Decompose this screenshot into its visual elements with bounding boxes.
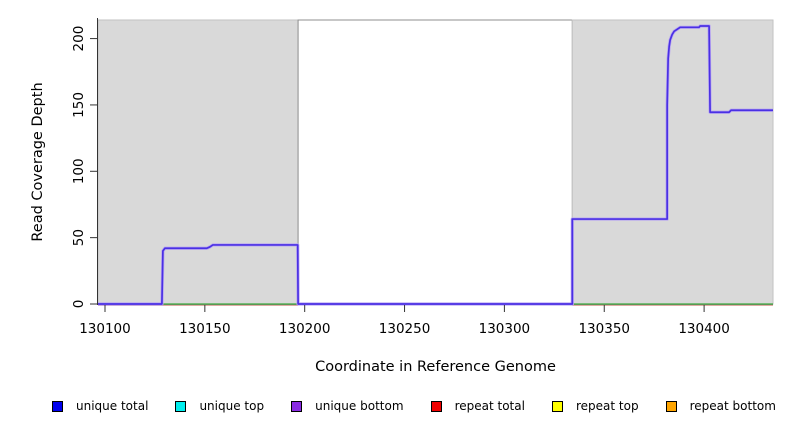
legend-label: repeat bottom bbox=[689, 399, 776, 413]
y-tick-label: 100 bbox=[71, 158, 87, 184]
y-tick-label: 200 bbox=[71, 26, 87, 52]
x-axis-title: Coordinate in Reference Genome bbox=[315, 359, 556, 375]
legend-swatch-repeat-bottom bbox=[665, 400, 677, 412]
legend-swatch-repeat-top bbox=[551, 400, 563, 412]
legend-item-repeat-top: repeat top bbox=[551, 399, 639, 413]
legend-label: unique bottom bbox=[315, 399, 404, 413]
plot-legend: unique total unique top unique bottom repea… bbox=[52, 399, 776, 413]
legend-item-repeat-total: repeat total bbox=[430, 399, 525, 413]
legend-label: repeat total bbox=[454, 399, 525, 413]
legend-swatch-unique-total bbox=[52, 400, 63, 412]
legend-swatch-unique-top bbox=[175, 400, 187, 412]
y-tick-label: 50 bbox=[71, 229, 87, 246]
x-tick-label: 130350 bbox=[578, 321, 630, 337]
legend-swatch-unique-bottom bbox=[291, 400, 303, 412]
region-0 bbox=[97, 19, 299, 305]
x-tick-label: 130100 bbox=[79, 321, 131, 337]
legend-item-repeat-bottom: repeat bottom bbox=[665, 399, 776, 413]
region-1 bbox=[297, 19, 573, 305]
x-tick-label: 130300 bbox=[479, 321, 531, 337]
legend-label: repeat top bbox=[575, 399, 639, 413]
legend-item-unique-bottom: unique bottom bbox=[291, 399, 404, 413]
region-2 bbox=[571, 19, 774, 305]
x-tick-label: 130150 bbox=[179, 321, 231, 337]
x-tick-label: 130250 bbox=[379, 321, 431, 337]
y-tick-label: 150 bbox=[71, 92, 87, 118]
y-axis-title: Read Coverage Depth bbox=[30, 82, 46, 242]
x-tick-label: 130400 bbox=[678, 321, 730, 337]
legend-swatch-repeat-total bbox=[430, 400, 442, 412]
x-tick-label: 130200 bbox=[279, 321, 331, 337]
legend-item-unique-top: unique top bbox=[175, 399, 264, 413]
unique-coverage-curve bbox=[98, 25, 773, 305]
legend-item-unique-total: unique total bbox=[52, 399, 148, 413]
y-tick-label: 0 bbox=[71, 300, 87, 309]
legend-label: unique total bbox=[76, 399, 149, 413]
legend-label: unique top bbox=[199, 399, 265, 413]
